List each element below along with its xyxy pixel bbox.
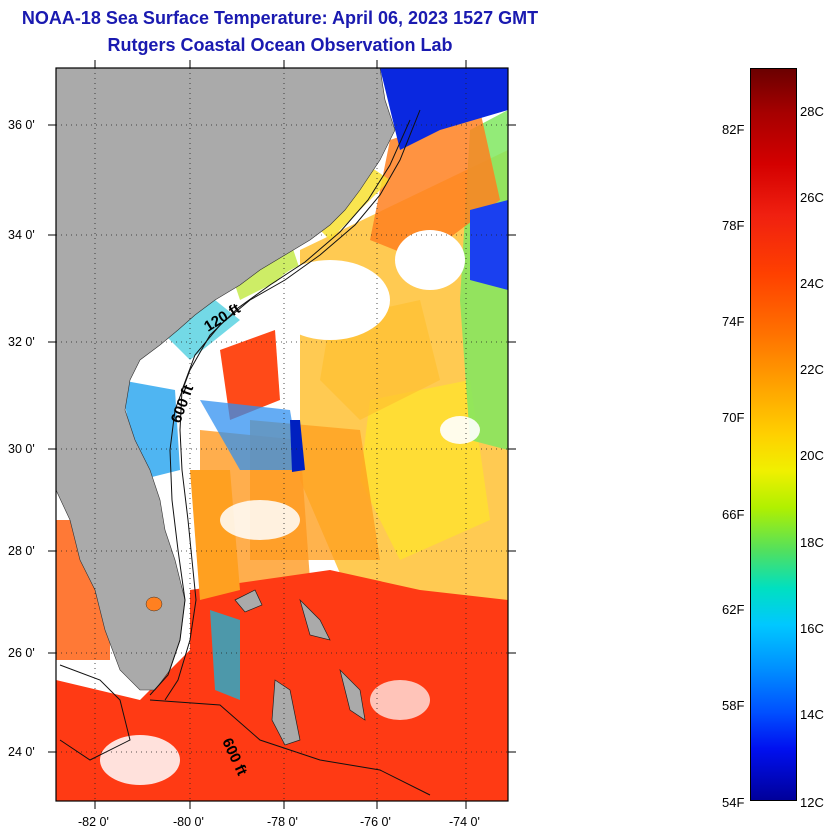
lat-label: 32 0' <box>8 335 35 349</box>
celsius-label: 18C <box>800 535 824 550</box>
lat-label: 26 0' <box>8 646 35 660</box>
lake-okeechobee <box>145 596 163 612</box>
map-subtitle: Rutgers Coastal Ocean Observation Lab <box>107 35 453 55</box>
fahrenheit-label: 54F <box>722 795 745 810</box>
lat-label: 24 0' <box>8 745 35 759</box>
celsius-label: 12C <box>800 795 824 810</box>
lon-label: -80 0' <box>173 815 204 829</box>
land-mass <box>56 68 396 691</box>
fahrenheit-label: 78F <box>722 218 745 233</box>
grid-lines <box>56 68 508 801</box>
fahrenheit-label: 58F <box>722 698 745 713</box>
fahrenheit-label: 66F <box>722 507 745 522</box>
fahrenheit-label: 70F <box>722 410 745 425</box>
lon-label: -74 0' <box>449 815 480 829</box>
x-tick-marks <box>94 60 467 809</box>
celsius-label: 14C <box>800 707 824 722</box>
lat-label: 36 0' <box>8 118 35 132</box>
fahrenheit-label: 62F <box>722 602 745 617</box>
y-tick-marks <box>48 124 516 753</box>
lon-label: -76 0' <box>360 815 391 829</box>
lat-label: 28 0' <box>8 544 35 558</box>
y-tick-labels: 36 0' 34 0' 32 0' 30 0' 28 0' 26 0' 24 0… <box>8 118 35 759</box>
lon-label: -82 0' <box>78 815 109 829</box>
lon-label: -78 0' <box>267 815 298 829</box>
cloud-patches <box>100 230 480 785</box>
lat-label: 30 0' <box>8 442 35 456</box>
map-title: NOAA-18 Sea Surface Temperature: April 0… <box>21 8 539 28</box>
fahrenheit-label: 82F <box>722 122 745 137</box>
map-area <box>56 68 508 801</box>
celsius-label: 28C <box>800 104 824 119</box>
depth-contours <box>59 109 431 796</box>
celsius-label: 26C <box>800 190 824 205</box>
celsius-label: 20C <box>800 448 824 463</box>
celsius-label: 22C <box>800 362 824 377</box>
fahrenheit-label: 74F <box>722 314 745 329</box>
lat-label: 34 0' <box>8 228 35 242</box>
celsius-label: 16C <box>800 621 824 636</box>
x-tick-labels: -82 0' -80 0' -78 0' -76 0' -74 0' <box>78 815 480 829</box>
color-scale-bar <box>750 68 797 801</box>
celsius-label: 24C <box>800 276 824 291</box>
map-frame <box>55 67 509 802</box>
bahamas-islands <box>234 589 366 746</box>
